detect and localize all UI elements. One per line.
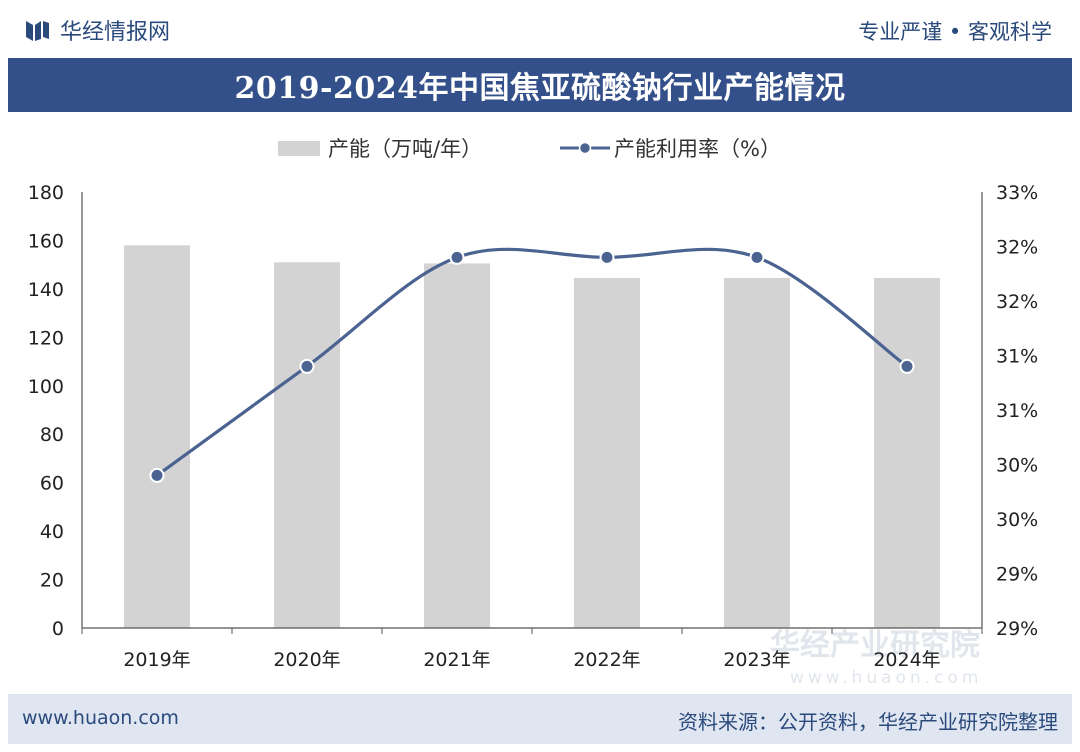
motto: 专业严谨 • 客观科学: [858, 20, 1052, 44]
point-2019年: [149, 467, 165, 483]
utilization-line: [156, 247, 908, 477]
watermark-name: 华经产业研究院: [770, 628, 980, 663]
legend-line-marker: [578, 141, 592, 155]
chart-title: 2019-2024年中国焦亚硫酸钠行业产能情况: [234, 71, 846, 106]
bar-2021年: [424, 263, 490, 628]
legend-bar-label: 产能（万吨/年）: [328, 137, 482, 161]
right-tick-label: 29%: [996, 618, 1038, 640]
legend: 产能（万吨/年） 产能利用率（%）: [278, 137, 781, 161]
brand: 华经情报网: [24, 14, 170, 46]
right-tick-label: 32%: [996, 291, 1038, 313]
footer-source: 资料来源：公开资料，华经产业研究院整理: [678, 710, 1058, 734]
right-tick-label: 32%: [996, 237, 1038, 259]
footer: www.huaon.com 资料来源：公开资料，华经产业研究院整理: [8, 694, 1072, 744]
watermark: 华经产业研究院 www.huaon.com: [770, 628, 982, 688]
left-tick-label: 0: [52, 618, 64, 640]
left-tick-label: 160: [28, 230, 64, 252]
bar-2019年: [124, 245, 190, 629]
left-tick-label: 120: [28, 327, 64, 349]
left-tick-label: 20: [40, 570, 64, 592]
left-tick-label: 80: [40, 424, 64, 446]
point-2020年: [299, 358, 315, 374]
title-bar: 2019-2024年中国焦亚硫酸钠行业产能情况: [8, 58, 1072, 112]
left-tick-label: 180: [28, 182, 64, 204]
left-tick-label: 40: [40, 521, 64, 543]
right-tick-label: 33%: [996, 182, 1038, 204]
left-tick-label: 140: [28, 279, 64, 301]
brand-logo-icon: [26, 21, 49, 41]
point-2022年: [599, 249, 615, 265]
x-tick-label: 2022年: [573, 649, 640, 671]
watermark-url: www.huaon.com: [790, 668, 982, 688]
chart-svg: 产能（万吨/年） 产能利用率（%） 华经产业研究院 www.huaon.com …: [28, 137, 1039, 688]
point-2023年: [749, 249, 765, 265]
right-tick-label: 31%: [996, 400, 1038, 422]
x-tick-label: 2020年: [273, 649, 340, 671]
point-2021年: [449, 249, 465, 265]
x-tick-label: 2019年: [123, 649, 190, 671]
right-tick-label: 30%: [996, 455, 1038, 477]
legend-line-label: 产能利用率（%）: [614, 137, 781, 161]
top-bar: 华经情报网 专业严谨 • 客观科学: [0, 0, 1080, 58]
footer-website: www.huaon.com: [22, 707, 179, 729]
x-tick-label: 2021年: [423, 649, 490, 671]
left-tick-label: 60: [40, 473, 64, 495]
bar-2024年: [874, 277, 940, 628]
legend-bar-swatch: [278, 141, 320, 156]
left-tick-label: 100: [28, 376, 64, 398]
right-tick-label: 30%: [996, 509, 1038, 531]
bar-2022年: [574, 277, 640, 628]
brand-name: 华经情报网: [60, 20, 171, 45]
right-tick-label: 29%: [996, 564, 1038, 586]
bar-2023年: [724, 277, 790, 628]
x-tick-label: 2024年: [873, 649, 940, 671]
point-2024年: [899, 358, 915, 374]
x-tick-label: 2023年: [723, 649, 790, 671]
right-tick-label: 31%: [996, 346, 1038, 368]
bar-2020年: [274, 262, 340, 628]
